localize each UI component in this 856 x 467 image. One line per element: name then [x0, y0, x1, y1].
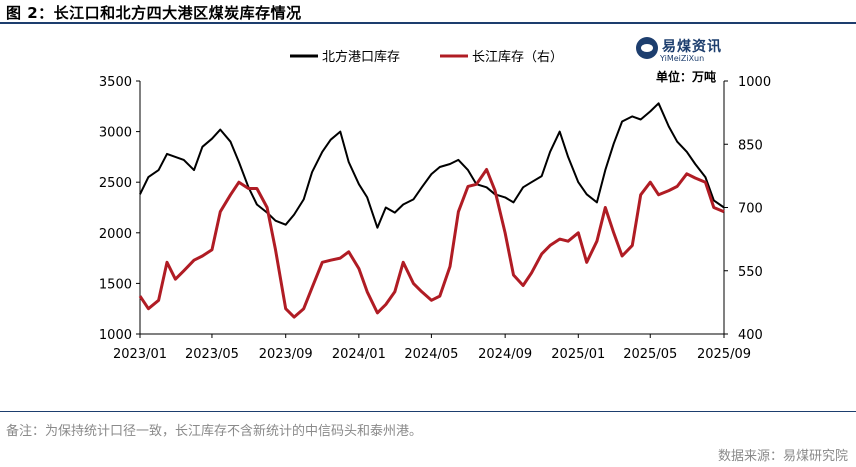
- x-tick-label: 2023/05: [185, 347, 239, 362]
- y-tick-label-right: 700: [738, 202, 763, 217]
- x-tick-label: 2024/05: [404, 347, 458, 362]
- figure-title: 图 2：长江口和北方四大港区煤炭库存情况: [6, 4, 302, 22]
- x-tick-label: 2023/09: [259, 347, 313, 362]
- y-tick-label-left: 3000: [99, 126, 132, 141]
- legend-label-north: 北方港口库存: [322, 49, 400, 65]
- y-tick-label-right: 550: [738, 265, 763, 280]
- inventory-chart: 北方港口库存 长江库存（右） 1000 1500 2000 2500 3000 3500 4…: [99, 49, 771, 362]
- series-line-yangtze: [138, 168, 725, 319]
- y-tick-label-left: 1000: [99, 328, 132, 343]
- chart-series: [138, 102, 725, 319]
- data-source: 数据来源：易煤研究院: [717, 449, 848, 464]
- x-tick-label: 2025/09: [697, 347, 751, 362]
- logo-icon: [636, 37, 658, 59]
- logo-text: 易煤资讯: [662, 39, 722, 55]
- y-tick-label-right: 400: [738, 328, 763, 343]
- logo-subtext: YiMeiZiXun: [660, 54, 705, 63]
- title-rule: [0, 22, 856, 24]
- y-tick-label-right: 1000: [738, 75, 771, 90]
- x-tick-label: 2025/01: [551, 347, 605, 362]
- y-tick-label-right: 850: [738, 138, 763, 153]
- series-line-north: [139, 102, 725, 229]
- y-tick-label-left: 3500: [99, 75, 132, 90]
- footnote: 备注：为保持统计口径一致，长江库存不含新统计的中信码头和泰州港。: [6, 424, 423, 439]
- chart-legend: 北方港口库存 长江库存（右）: [290, 49, 563, 65]
- footer-rule: [0, 411, 856, 412]
- chart-axes: 1000 1500 2000 2500 3000 3500 400 550 700 850 1000…: [99, 75, 771, 362]
- x-tick-label: 2023/01: [113, 347, 167, 362]
- y-tick-label-left: 2500: [99, 176, 132, 191]
- y-tick-label-left: 1500: [99, 277, 132, 292]
- x-tick-label: 2024/09: [478, 347, 532, 362]
- brand-logo: 易煤资讯 YiMeiZiXun: [636, 36, 736, 68]
- legend-label-yangtze: 长江库存（右）: [472, 49, 563, 65]
- x-tick-label: 2024/01: [332, 347, 386, 362]
- x-tick-label: 2025/05: [623, 347, 677, 362]
- y-tick-label-left: 2000: [99, 227, 132, 242]
- unit-label: 单位：万吨: [656, 70, 717, 84]
